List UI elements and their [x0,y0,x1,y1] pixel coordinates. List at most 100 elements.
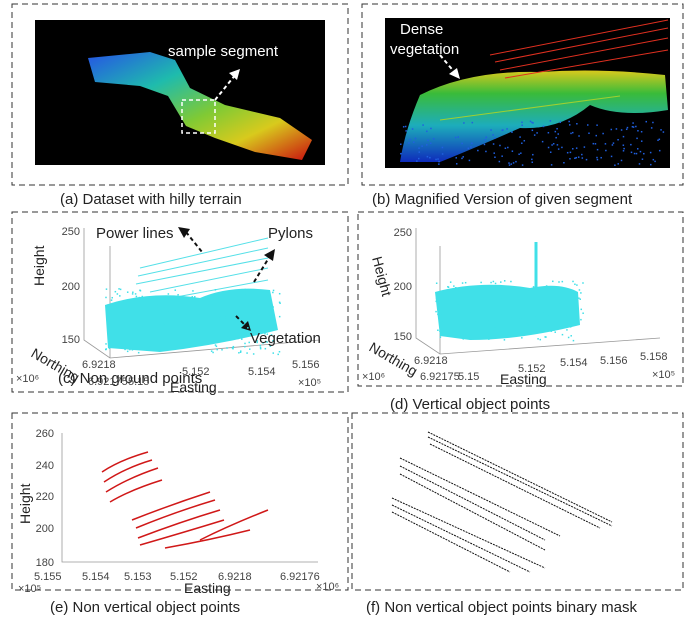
point [155,303,158,306]
point [637,130,639,132]
point [224,329,227,332]
axis-label: Height [31,245,47,286]
point [640,140,643,142]
point [484,138,486,141]
point [464,281,467,284]
point [494,156,496,158]
point [658,149,661,152]
power-line [139,519,225,546]
point [571,322,574,325]
point [535,330,538,332]
point [131,293,134,295]
point [614,164,616,166]
point [492,143,495,145]
point [510,163,513,165]
point [192,304,194,306]
point [436,292,438,295]
point [622,144,625,146]
point [457,304,459,306]
point [596,148,599,151]
point [232,321,234,324]
point [256,298,258,301]
point [657,139,659,142]
point [449,281,452,283]
power-line [105,467,159,493]
point [105,343,107,345]
point [510,280,512,283]
power-line [164,529,251,549]
point [272,291,274,294]
point [225,314,228,317]
point [570,132,572,135]
point [500,281,502,283]
point [652,121,654,124]
point [157,304,159,307]
point [181,320,184,322]
point [264,332,266,335]
point [594,143,597,145]
point [604,143,607,145]
panel-frame [11,412,349,591]
point [148,336,150,338]
point [126,350,129,353]
point [529,120,532,123]
arrow-head [449,68,460,79]
point [405,130,407,132]
point [247,303,249,306]
point [138,296,141,299]
point [477,304,480,306]
point [566,151,569,154]
point [475,288,477,290]
power-line [489,19,669,56]
power-line [504,49,669,79]
point [575,156,578,159]
arrow-head [264,249,275,261]
point [620,159,623,162]
point [558,322,561,324]
point [257,290,259,293]
point [404,125,407,128]
point [521,337,523,339]
point [238,315,241,318]
point [131,349,134,351]
point [168,310,171,313]
point [402,126,405,128]
point [519,136,521,138]
point [178,300,181,303]
point [632,122,634,124]
point [175,306,178,309]
point [255,300,257,303]
tick-label: 5.154 [248,366,276,378]
axis-exponent: ×10⁵ [18,583,41,595]
point [146,314,148,317]
point [105,296,107,299]
point [576,284,578,286]
point [580,292,582,294]
point [461,142,463,145]
point [532,122,534,124]
point [458,333,461,335]
point [451,294,454,296]
point [239,351,242,353]
point [450,298,452,300]
power-line [131,491,211,521]
point [252,331,255,333]
point [266,341,268,343]
tick-label: 6.92175 [88,376,128,388]
arrow [253,255,271,283]
point [462,338,465,340]
point [568,124,571,126]
point [535,331,538,334]
point [426,155,429,158]
point [544,329,546,332]
point [516,317,519,319]
point [212,324,214,326]
point [461,282,464,284]
mask-lines [391,431,613,573]
point [233,310,236,312]
point [541,140,544,143]
point [505,311,507,314]
point [252,353,255,355]
point [572,280,574,283]
point [216,334,218,337]
